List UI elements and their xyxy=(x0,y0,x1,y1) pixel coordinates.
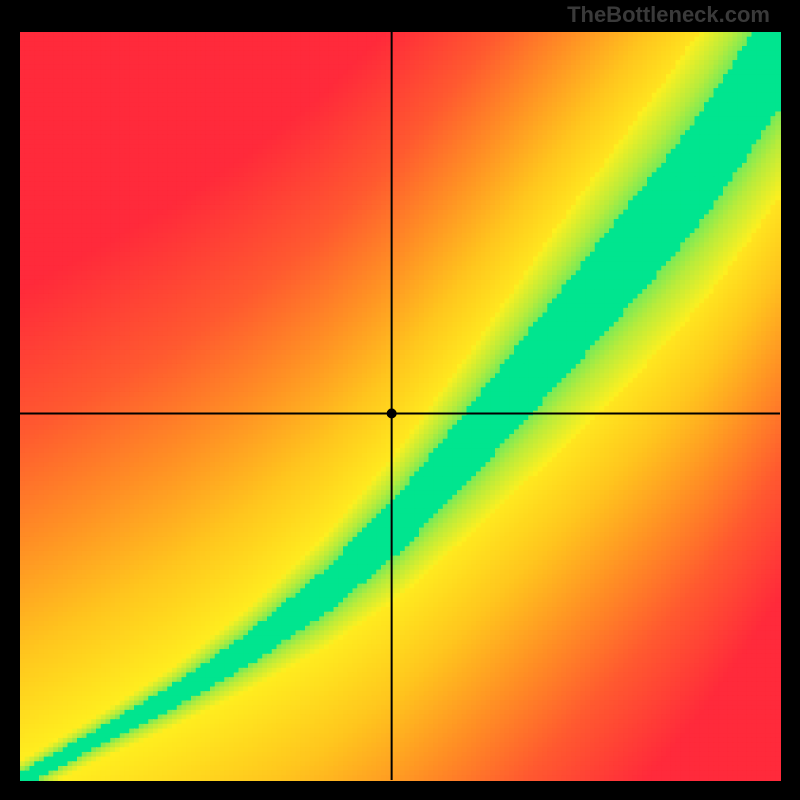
watermark-text: TheBottleneck.com xyxy=(567,2,770,28)
chart-container: TheBottleneck.com xyxy=(0,0,800,800)
bottleneck-heatmap xyxy=(0,0,800,800)
